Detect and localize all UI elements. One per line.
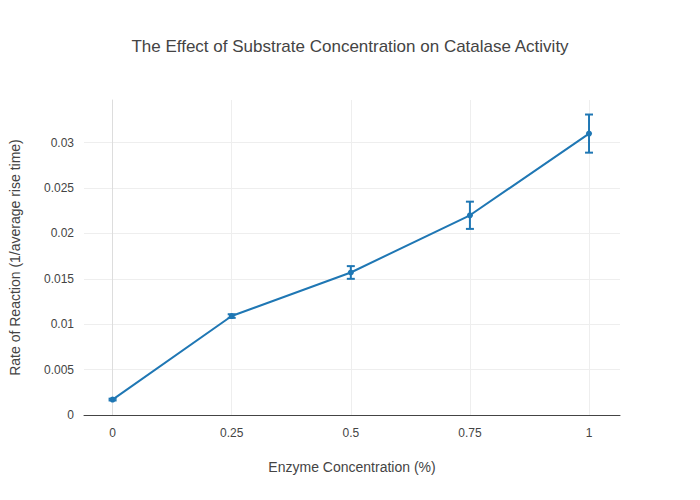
svg-text:0.005: 0.005	[44, 363, 74, 377]
svg-text:0.03: 0.03	[51, 136, 75, 150]
svg-text:0.015: 0.015	[44, 272, 74, 286]
svg-text:0.02: 0.02	[51, 226, 75, 240]
svg-text:The Effect of Substrate Concen: The Effect of Substrate Concentration on…	[131, 37, 569, 56]
svg-text:0.01: 0.01	[51, 317, 75, 331]
svg-text:0.025: 0.025	[44, 181, 74, 195]
svg-text:0: 0	[109, 426, 116, 440]
svg-text:1: 1	[586, 426, 593, 440]
svg-text:0.25: 0.25	[220, 426, 244, 440]
svg-text:0: 0	[67, 408, 74, 422]
svg-text:Rate of Reaction (1/average ri: Rate of Reaction (1/average rise time)	[7, 139, 23, 376]
svg-text:0.75: 0.75	[458, 426, 482, 440]
svg-text:Enzyme Concentration (%): Enzyme Concentration (%)	[268, 459, 435, 475]
svg-text:0.5: 0.5	[342, 426, 359, 440]
